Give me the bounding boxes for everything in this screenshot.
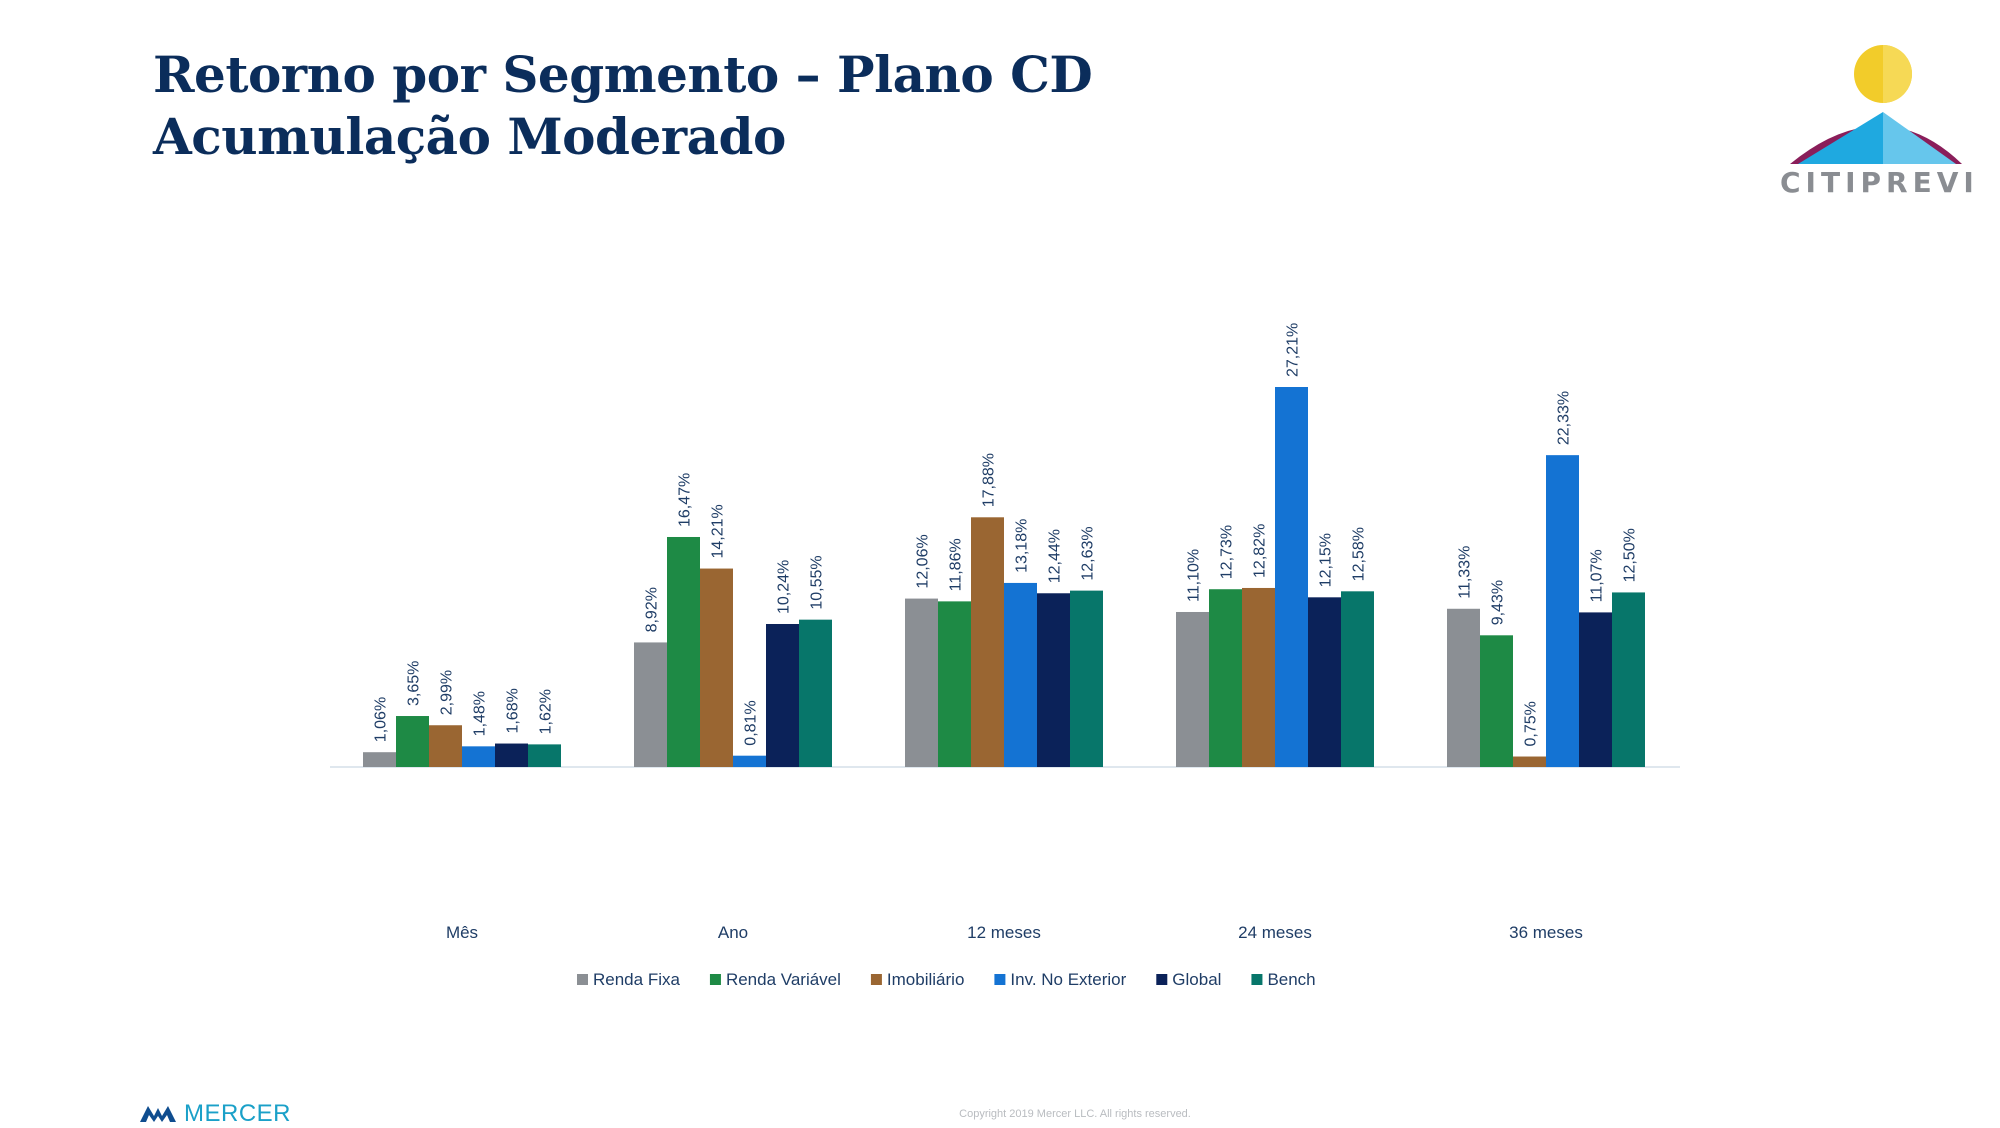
bar-3-1 — [1209, 589, 1242, 767]
slide-title: Retorno por Segmento – Plano CD Acumulaç… — [153, 45, 1093, 166]
data-label-0-2: 2,99% — [439, 670, 456, 715]
legend-label-2: Imobiliário — [887, 970, 964, 989]
citiprevi-logo: CITIPREVI — [1780, 40, 1979, 200]
data-label-1-3: 0,81% — [743, 700, 760, 745]
bar-1-5 — [799, 619, 832, 767]
bar-2-1 — [938, 601, 971, 767]
legend-label-1: Renda Variável — [726, 970, 841, 989]
bar-1-4 — [766, 623, 799, 767]
data-label-1-1: 16,47% — [677, 473, 694, 527]
data-label-1-4: 10,24% — [776, 560, 793, 614]
legend-label-4: Global — [1172, 970, 1221, 989]
bar-2-2 — [971, 517, 1004, 767]
legend-swatch-0 — [577, 974, 588, 985]
bar-2-3 — [1004, 582, 1037, 767]
data-label-0-1: 3,65% — [406, 661, 423, 706]
data-label-1-5: 10,55% — [809, 555, 826, 609]
data-label-1-2: 14,21% — [710, 504, 727, 558]
citiprevi-emblem-icon — [1790, 45, 1962, 164]
bar-4-2 — [1513, 756, 1546, 767]
category-label-4: 36 meses — [1509, 923, 1583, 942]
legend-label-3: Inv. No Exterior — [1010, 970, 1126, 989]
category-label-0: Mês — [446, 923, 478, 942]
bar-2-4 — [1037, 593, 1070, 767]
data-label-2-3: 13,18% — [1014, 519, 1031, 573]
data-label-4-1: 9,43% — [1490, 580, 1507, 625]
bar-0-2 — [429, 725, 462, 767]
bar-2-5 — [1070, 590, 1103, 767]
data-label-3-1: 12,73% — [1219, 525, 1236, 579]
logo-text: CITIPREVI — [1780, 166, 1979, 199]
bar-1-1 — [667, 536, 700, 767]
legend-swatch-1 — [709, 974, 721, 985]
bar-4-4 — [1579, 612, 1612, 767]
bar-0-5 — [528, 744, 561, 767]
bar-2-0 — [905, 598, 938, 767]
bar-1-0 — [634, 642, 667, 767]
bar-4-0 — [1447, 608, 1480, 767]
data-label-4-0: 11,33% — [1457, 546, 1474, 599]
legend-label-5: Bench — [1267, 970, 1315, 989]
bar-3-5 — [1341, 591, 1374, 767]
bar-0-3 — [462, 746, 495, 767]
data-label-3-4: 12,15% — [1318, 533, 1335, 587]
legend-swatch-3 — [994, 974, 1006, 985]
bar-3-0 — [1176, 611, 1209, 767]
data-label-0-0: 1,06% — [373, 697, 390, 742]
legend-swatch-4 — [1156, 974, 1168, 985]
bar-1-3 — [733, 755, 766, 767]
category-label-2: 12 meses — [967, 923, 1041, 942]
data-label-2-0: 12,06% — [915, 534, 932, 588]
bar-4-3 — [1546, 455, 1579, 767]
data-label-3-0: 11,10% — [1186, 549, 1203, 602]
bar-3-2 — [1242, 587, 1275, 767]
bar-3-4 — [1308, 597, 1341, 767]
data-label-4-5: 12,50% — [1622, 528, 1639, 582]
data-label-2-2: 17,88% — [981, 453, 998, 507]
data-label-4-3: 22,33% — [1556, 391, 1573, 445]
data-label-0-5: 1,62% — [538, 689, 555, 734]
data-label-3-3: 27,21% — [1285, 323, 1302, 377]
copyright-notice: Copyright 2019 Mercer LLC. All rights re… — [959, 1108, 1191, 1120]
bar-4-5 — [1612, 592, 1645, 767]
mercer-mark-icon — [140, 1106, 176, 1122]
data-label-4-4: 11,07% — [1589, 549, 1606, 602]
footer-brand: MERCER — [184, 1100, 292, 1127]
data-label-3-5: 12,58% — [1351, 527, 1368, 581]
mercer-logo: MERCER — [140, 1100, 291, 1128]
data-label-2-4: 12,44% — [1047, 529, 1064, 583]
bar-0-0 — [363, 752, 396, 767]
data-label-2-1: 11,86% — [948, 538, 965, 591]
bar-1-2 — [700, 568, 733, 767]
bar-0-1 — [396, 716, 429, 767]
bar-4-1 — [1480, 635, 1513, 767]
legend-swatch-5 — [1251, 974, 1263, 985]
bar-0-4 — [495, 743, 528, 767]
legend-swatch-2 — [870, 974, 882, 985]
data-label-2-5: 12,63% — [1080, 526, 1097, 580]
bar-3-3 — [1275, 387, 1308, 767]
data-label-1-0: 8,92% — [644, 587, 661, 632]
data-label-0-3: 1,48% — [472, 691, 489, 736]
legend-label-0: Renda Fixa — [593, 970, 680, 989]
data-label-3-2: 12,82% — [1252, 524, 1269, 578]
data-label-0-4: 1,68% — [505, 688, 522, 733]
data-label-4-2: 0,75% — [1523, 701, 1540, 746]
category-label-3: 24 meses — [1238, 923, 1312, 942]
category-label-1: Ano — [718, 923, 748, 942]
